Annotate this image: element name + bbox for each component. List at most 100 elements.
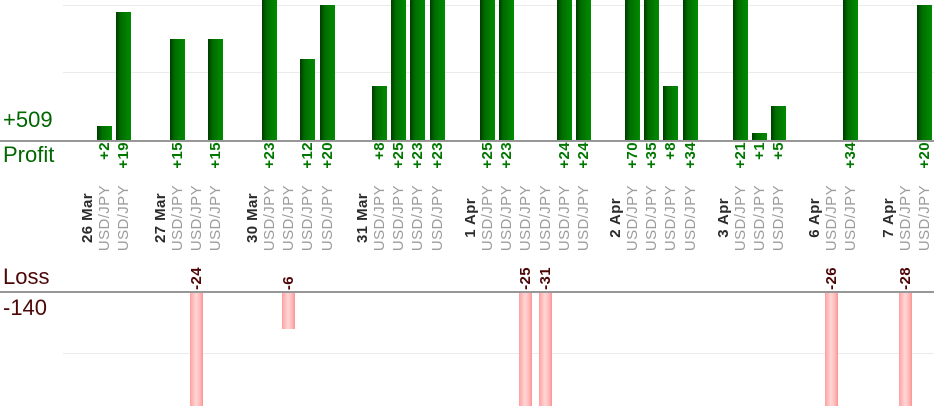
profit-value-label: +15 [206,142,224,169]
profit-value-label: +8 [370,142,388,160]
symbol-label: USD/JPY [769,184,787,252]
profit-bar [170,39,185,140]
profit-value-label: +20 [915,142,933,169]
symbol-label: USD/JPY [260,184,278,252]
profit-value-label: +25 [389,142,407,169]
loss-bar [282,293,295,329]
symbol-label: USD/JPY [623,184,641,252]
loss-bar [825,293,838,406]
date-label: 6 Apr [805,198,823,238]
profit-gridline-10 [63,72,934,73]
loss-baseline [0,291,934,293]
symbol-label: USD/JPY [95,184,113,252]
symbol-label: USD/JPY [318,184,336,252]
profit-value-label: +1 [750,142,768,160]
symbol-label: USD/JPY [168,184,186,252]
date-label: 31 Mar [353,193,371,243]
profit-bar [644,0,659,140]
profit-value-label: +23 [260,142,278,169]
symbol-label: USD/JPY [536,184,554,252]
symbol-label: USD/JPY [478,184,496,252]
profit-value-label: +34 [681,142,699,169]
symbol-label: USD/JPY [370,184,388,252]
profit-value-label: +23 [497,142,515,169]
symbol-label: USD/JPY [731,184,749,252]
loss-value-label: -6 [279,275,297,290]
symbol-label: USD/JPY [497,184,515,252]
profit-bar [430,0,445,140]
loss-bar [190,293,203,406]
profit-plot-area [0,0,934,140]
profit-value-label: +15 [168,142,186,169]
symbol-label: USD/JPY [681,184,699,252]
loss-axis-label: Loss [3,264,50,289]
loss-value-label: -26 [822,267,840,290]
loss-gridline-10 [63,353,934,354]
loss-bar [899,293,912,406]
profit-value-label: +5 [769,142,787,160]
profit-value-label: +12 [298,142,316,169]
profit-value-label: +23 [428,142,446,169]
symbol-label: USD/JPY [298,184,316,252]
profit-bar [752,133,767,140]
symbol-label: USD/JPY [516,184,534,252]
symbol-label: USD/JPY [279,184,297,252]
profit-gridline-20 [63,5,934,6]
loss-total-label: -140 [3,295,48,320]
profit-bar [733,0,748,140]
symbol-label: USD/JPY [428,184,446,252]
loss-plot-area [0,293,934,406]
profit-bar [391,0,406,140]
symbol-label: USD/JPY [822,184,840,252]
profit-bar [917,5,932,140]
profit-bar [843,0,858,140]
loss-bar [519,293,532,406]
symbol-label: USD/JPY [574,184,592,252]
loss-value-label: -31 [536,267,554,290]
profit-bar [663,86,678,140]
loss-bar [539,293,552,406]
profit-total-label: +509 [3,107,53,132]
profit-bar [499,0,514,140]
profit-bar [576,0,591,140]
profit-bar [683,0,698,140]
profit-bar [320,5,335,140]
symbol-label: USD/JPY [915,184,933,252]
date-label: 26 Mar [78,193,96,243]
profit-bar [208,39,223,140]
loss-value-label: -28 [896,267,914,290]
date-label: 2 Apr [606,198,624,238]
profit-bar [410,0,425,140]
profit-value-label: +21 [731,142,749,169]
symbol-label: USD/JPY [841,184,859,252]
symbol-label: USD/JPY [389,184,407,252]
symbol-label: USD/JPY [555,184,573,252]
profit-value-label: +35 [642,142,660,169]
loss-value-label: -24 [187,267,205,290]
profit-bar [97,126,112,140]
symbol-label: USD/JPY [642,184,660,252]
profit-value-label: +23 [408,142,426,169]
date-label: 3 Apr [714,198,732,238]
profit-value-label: +70 [623,142,641,169]
symbol-label: USD/JPY [661,184,679,252]
profit-bar [625,0,640,140]
loss-value-label: -25 [516,267,534,290]
profit-bar [372,86,387,140]
profit-bar [771,106,786,140]
symbol-label: USD/JPY [206,184,224,252]
profit-bar [116,12,131,140]
profit-axis-label: Profit [3,142,55,167]
profit-value-label: +34 [841,142,859,169]
symbol-label: USD/JPY [896,184,914,252]
profit-value-label: +19 [114,142,132,169]
date-label: 30 Mar [243,193,261,243]
profit-bar [480,0,495,140]
profit-value-label: +20 [318,142,336,169]
profit-bar [300,59,315,140]
profit-value-label: +24 [574,142,592,169]
date-label: 1 Apr [461,198,479,238]
profit-baseline [0,140,934,142]
profit-value-label: +8 [661,142,679,160]
